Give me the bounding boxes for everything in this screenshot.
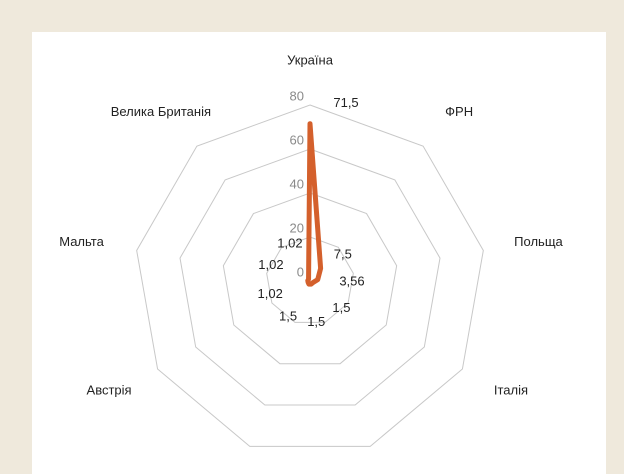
- y-tick-label: 60: [290, 132, 304, 147]
- radar-line: [305, 121, 324, 287]
- category-label: Польща: [514, 234, 563, 249]
- value-label: 1,5: [279, 308, 297, 323]
- category-label: Мальта: [59, 234, 104, 249]
- grid-ring: [266, 236, 354, 323]
- y-tick-label: 0: [297, 264, 304, 279]
- value-label: 71,5: [333, 95, 358, 110]
- category-label: Австрія: [87, 382, 132, 397]
- grid-ring: [222, 192, 398, 365]
- y-tick-label: 80: [290, 88, 304, 103]
- category-label: Велика Британія: [111, 104, 211, 119]
- y-tick-label: 40: [290, 176, 304, 191]
- y-tick-label: 20: [290, 220, 304, 235]
- value-label: 1,5: [307, 314, 325, 329]
- value-label: 1,5: [332, 300, 350, 315]
- value-label: 3,56: [339, 274, 364, 289]
- value-label: 1,02: [277, 236, 302, 251]
- grid-ring: [136, 104, 484, 447]
- category-label: Україна: [287, 52, 334, 67]
- value-label: 7,5: [334, 246, 352, 261]
- grid-ring: [179, 148, 441, 406]
- category-label: ФРН: [445, 104, 473, 119]
- value-label: 1,02: [258, 257, 283, 272]
- category-label: Італія: [494, 382, 528, 397]
- value-label: 1,02: [258, 286, 283, 301]
